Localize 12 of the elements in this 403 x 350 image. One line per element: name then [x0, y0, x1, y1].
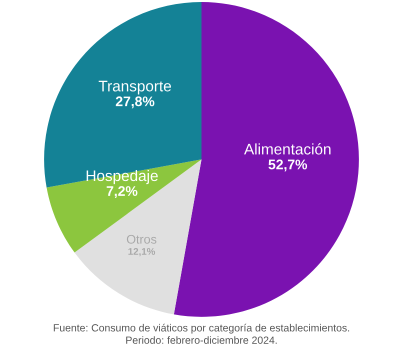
pie-slice: [44, 2, 202, 188]
source-note: Fuente: Consumo de viáticos por categoría de establecimientos. Periodo: febrero-diciembre 2024.: [54, 324, 350, 344]
pie-slice: [74, 159, 202, 314]
data-label: 27,8%: [116, 96, 154, 108]
slice-label: Otros: [126, 234, 156, 244]
data-label: 52,7%: [268, 160, 308, 172]
slice-label: Transporte: [98, 80, 172, 94]
pie-slice: [174, 2, 359, 317]
slice-label: Hospedaje: [86, 170, 158, 184]
slice-label: Alimentación: [244, 143, 330, 155]
data-label: 12,1%: [128, 248, 156, 256]
data-label: 7,2%: [106, 186, 138, 198]
